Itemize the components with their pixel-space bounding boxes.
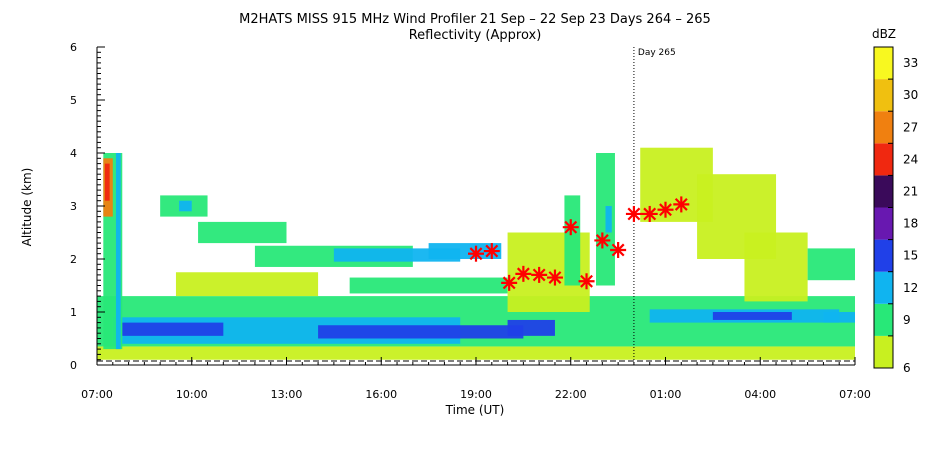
colorbar-segment [874, 175, 893, 208]
asterisk-marker [578, 273, 595, 290]
colorbar-tick-label: 33 [903, 56, 918, 70]
reflectivity-region [428, 243, 502, 259]
colorbar-tick-label: 21 [903, 184, 918, 198]
y-tick-label: 1 [70, 306, 77, 319]
reflectivity-region [104, 163, 110, 201]
asterisk-marker [468, 245, 484, 262]
reflectivity-region [605, 206, 612, 233]
reflectivity-region [318, 325, 524, 339]
colorbar-segment [874, 143, 893, 176]
y-tick-label: 0 [70, 359, 77, 372]
reflectivity-region [179, 200, 192, 212]
colorbar-tick-label: 15 [903, 249, 918, 263]
reflectivity-region [712, 312, 792, 320]
asterisk-marker [515, 265, 532, 282]
asterisk-marker [625, 205, 642, 222]
colorbar-segment [874, 303, 893, 336]
x-tick-label: 07:00 [839, 388, 871, 401]
asterisk-marker [562, 219, 579, 236]
reflectivity-region [97, 346, 855, 360]
colorbar: 6 9 12 15 18 21 24 27 30 33 [873, 46, 918, 375]
y-tick-label: 6 [70, 41, 77, 54]
marker-layer [468, 196, 690, 291]
x-tick-label: 16:00 [365, 388, 397, 401]
x-tick-label: 04:00 [744, 388, 776, 401]
x-tick-label: 10:00 [176, 388, 208, 401]
asterisk-marker [673, 196, 690, 213]
reflectivity-region [175, 272, 319, 297]
y-tick-label: 4 [70, 147, 77, 160]
asterisk-marker [657, 201, 674, 218]
asterisk-marker [483, 243, 500, 260]
colorbar-segment [874, 79, 893, 112]
colorbar-tick-label: 18 [903, 217, 918, 231]
y-axis-label: Altitude (km) [20, 168, 34, 247]
colorbar-segment [874, 271, 893, 304]
colorbar-unit-label: dBZ [872, 27, 896, 41]
chart-title: M2HATS MISS 915 MHz Wind Profiler 21 Sep… [239, 12, 711, 27]
colorbar-tick-label: 30 [903, 88, 918, 102]
axes: 0 1 2 3 4 5 6 07:00 10:00 13:00 16:00 19:00 22:00 01:… [70, 41, 871, 401]
chart-subtitle: Reflectivity (Approx) [409, 28, 542, 43]
x-tick-label: 01:00 [650, 388, 682, 401]
colorbar-tick-label: 24 [903, 152, 918, 166]
reflectivity-region [122, 322, 224, 336]
asterisk-marker [546, 269, 563, 286]
colorbar-tick-label: 6 [903, 361, 911, 375]
reflectivity-region [198, 221, 287, 244]
x-tick-label: 07:00 [81, 388, 113, 401]
asterisk-marker [641, 205, 658, 222]
reflectivity-region [507, 319, 555, 336]
reflectivity-region [807, 248, 855, 281]
y-tick-label: 2 [70, 253, 77, 266]
colorbar-tick-label: 12 [903, 281, 918, 295]
colorbar-segment [874, 111, 893, 144]
colorbar-segment [874, 47, 893, 80]
reflectivity-region [115, 153, 121, 350]
colorbar-segment [874, 335, 893, 368]
y-tick-label: 3 [70, 200, 77, 213]
asterisk-marker [531, 266, 548, 283]
y-tick-label: 5 [70, 94, 77, 107]
colorbar-segment [874, 239, 893, 272]
reflectivity-region [744, 232, 808, 302]
asterisk-marker [610, 241, 627, 258]
asterisk-marker [501, 274, 518, 291]
colorbar-tick-label: 9 [903, 313, 911, 327]
x-tick-label: 22:00 [555, 388, 587, 401]
reflectivity-region [349, 277, 508, 294]
x-tick-label: 13:00 [271, 388, 303, 401]
asterisk-marker [594, 232, 611, 249]
reflectivity-region [823, 312, 855, 323]
x-axis-label: Time (UT) [445, 403, 505, 417]
day-marker-label: Day 265 [638, 48, 676, 58]
x-tick-label: 19:00 [460, 388, 492, 401]
reflectivity-region [564, 195, 581, 286]
colorbar-segment [874, 207, 893, 240]
colorbar-tick-label: 27 [903, 120, 918, 134]
